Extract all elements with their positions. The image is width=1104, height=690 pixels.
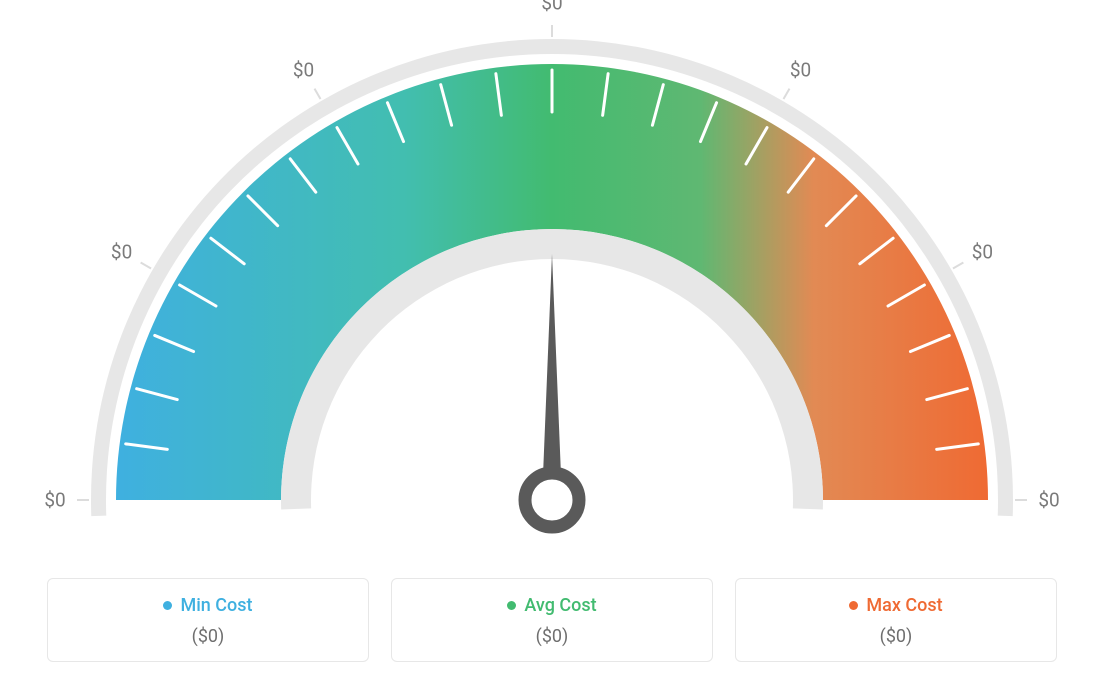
legend-card-min: Min Cost ($0)	[47, 578, 369, 662]
legend-title-min: Min Cost	[163, 595, 252, 616]
gauge-chart: $0 $0 $0 $0 $0 $0 $0	[32, 0, 1072, 560]
gauge-tick-label: $0	[293, 58, 314, 81]
gauge-tick-label: $0	[541, 0, 562, 15]
legend-title-avg: Avg Cost	[507, 595, 596, 616]
legend-row: Min Cost ($0) Avg Cost ($0) Max Cost ($0…	[0, 578, 1104, 662]
legend-title-max: Max Cost	[849, 595, 942, 616]
gauge-tick-label: $0	[790, 58, 811, 81]
legend-label: Min Cost	[180, 595, 252, 616]
legend-label: Avg Cost	[524, 595, 596, 616]
legend-value: ($0)	[58, 626, 358, 647]
gauge-tick-label: $0	[1038, 489, 1059, 512]
dot-icon	[163, 601, 172, 610]
gauge-tick-label: $0	[972, 240, 993, 263]
gauge-tick-label: $0	[111, 240, 132, 263]
legend-value: ($0)	[746, 626, 1046, 647]
gauge-tick-label: $0	[44, 489, 65, 512]
legend-card-max: Max Cost ($0)	[735, 578, 1057, 662]
legend-label: Max Cost	[866, 595, 942, 616]
dot-icon	[507, 601, 516, 610]
gauge-svg	[32, 0, 1072, 560]
dot-icon	[849, 601, 858, 610]
legend-value: ($0)	[402, 626, 702, 647]
legend-card-avg: Avg Cost ($0)	[391, 578, 713, 662]
